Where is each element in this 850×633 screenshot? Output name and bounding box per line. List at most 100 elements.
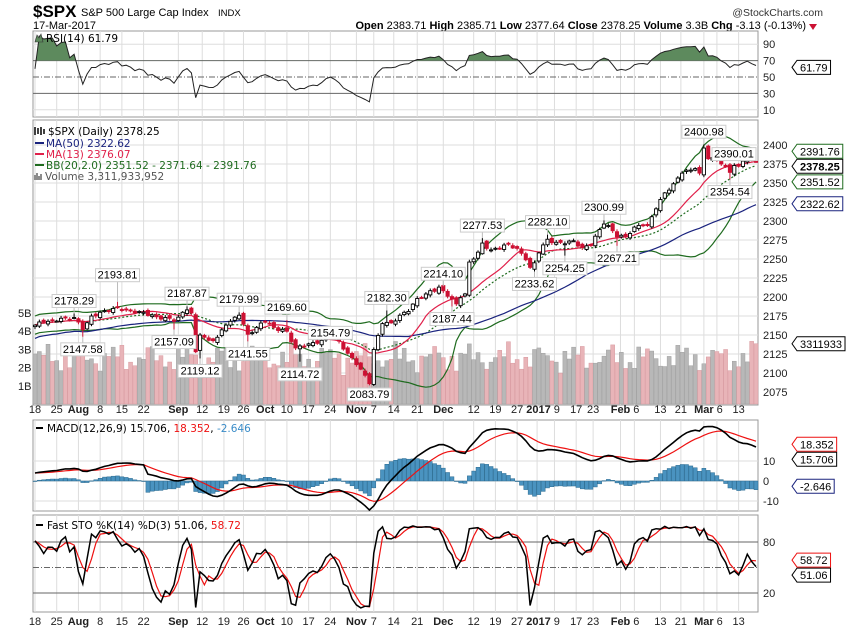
volume-bar [640,356,646,405]
macd-histogram-bar [441,467,446,482]
volume-bar [158,355,164,405]
macd-histogram-bar [627,480,633,486]
volume-bar [719,353,724,405]
volume-bar [701,363,707,405]
macd-histogram-bar [745,480,750,490]
candle-body [680,172,685,181]
macd-histogram-bar [223,480,229,485]
x-tick-label: Mar [694,404,714,416]
sto-d-line [34,526,757,608]
candle-body [389,320,394,324]
volume-bar [97,370,103,405]
volume-bar [493,357,498,405]
volume-tick-label: 4B [18,326,31,338]
volume-bar [636,346,641,405]
candle-body [241,312,246,325]
volume-tick-label: 3B [18,344,31,356]
macd-histogram-bar [50,478,55,482]
value-tag-rsi: 61.79 [800,62,828,74]
price-annotation: 2254.25 [545,263,585,275]
brand-logo[interactable]: @StockCharts.com [732,7,823,19]
macd-histogram-bar [632,480,637,485]
macd-histogram-bar [202,480,207,494]
candle-body [428,290,433,296]
sto-tick-label: 80 [763,537,775,549]
candle-body [645,223,650,227]
candle-body [45,320,51,325]
bb-upper-line [34,135,757,325]
candle-body [145,309,150,316]
candle-body [423,293,428,299]
candle-body [515,246,520,249]
volume-bar [545,355,550,405]
volume-bar [336,353,342,405]
macd-histogram-bar [206,480,211,494]
macd-histogram-bar [606,479,611,482]
volume-bar [740,353,746,405]
macd-histogram-bar [666,468,672,482]
volume-bar [136,357,142,405]
macd-histogram-bar [167,480,172,490]
volume-bar [593,362,598,405]
macd-histogram-bar [163,480,168,490]
candle-body [89,315,94,325]
macd-histogram-bar [449,476,455,482]
volume-bar [302,366,307,405]
macd-histogram-bar [445,472,450,482]
volume-bar [393,341,398,405]
candle-body [271,322,276,328]
x-tick-label: 9 [554,616,560,628]
candle-body [723,164,728,168]
candle-body [63,316,68,319]
candle-body [445,290,450,297]
price-annotation: 2187.87 [167,288,207,300]
volume-bar [601,355,607,405]
volume-bar [358,355,364,405]
macd-histogram-bar [719,479,724,482]
macd-histogram-bar [545,480,550,489]
volume-bar [458,352,463,405]
volume-bar [540,352,546,405]
volume-bar [419,355,424,405]
candle-body [263,320,268,323]
macd-histogram-bar [640,480,646,483]
annotation-box [594,251,640,266]
volume-bar [267,367,272,405]
x-tick-label: 17 [570,616,582,628]
change-label: Chg [711,20,732,32]
price-tick-label: 2100 [763,368,787,380]
candle-body [184,309,190,314]
candle-body [397,314,402,321]
x-tick-label: 18 [29,404,41,416]
x-tick-label: 14 [388,616,400,628]
price-annotation: 2233.62 [515,278,555,290]
candle-body [80,321,85,331]
volume-bars-icon [34,173,42,180]
candle-body [32,324,38,328]
candle-body [415,298,420,307]
volume-bar [723,349,728,405]
volume-bar [588,362,594,405]
x-tick-label: 23 [587,404,599,416]
price-annotation: 2157.09 [154,337,194,349]
candle-body [41,319,46,323]
x-tick-label: Aug [68,404,89,416]
macd-histogram-bar [501,473,507,482]
macd-histogram-bar [145,480,151,493]
volume-bar [41,354,46,405]
candle-body [632,226,637,233]
candle-body [124,308,129,311]
volume-bar [375,360,381,405]
volume-bar [45,344,51,405]
macd-histogram-bar [228,479,233,482]
value-tag-box [791,174,844,190]
price-annotation: 2187.44 [432,314,472,326]
volume-bar [532,349,537,405]
x-tick-label: 2017 [526,616,550,628]
candle-body [502,244,507,250]
annotation-box [95,268,141,283]
candle-body [584,245,589,250]
price-tick-label: 2325 [763,197,787,209]
volume-bar [684,347,689,405]
candle-body [567,240,572,244]
